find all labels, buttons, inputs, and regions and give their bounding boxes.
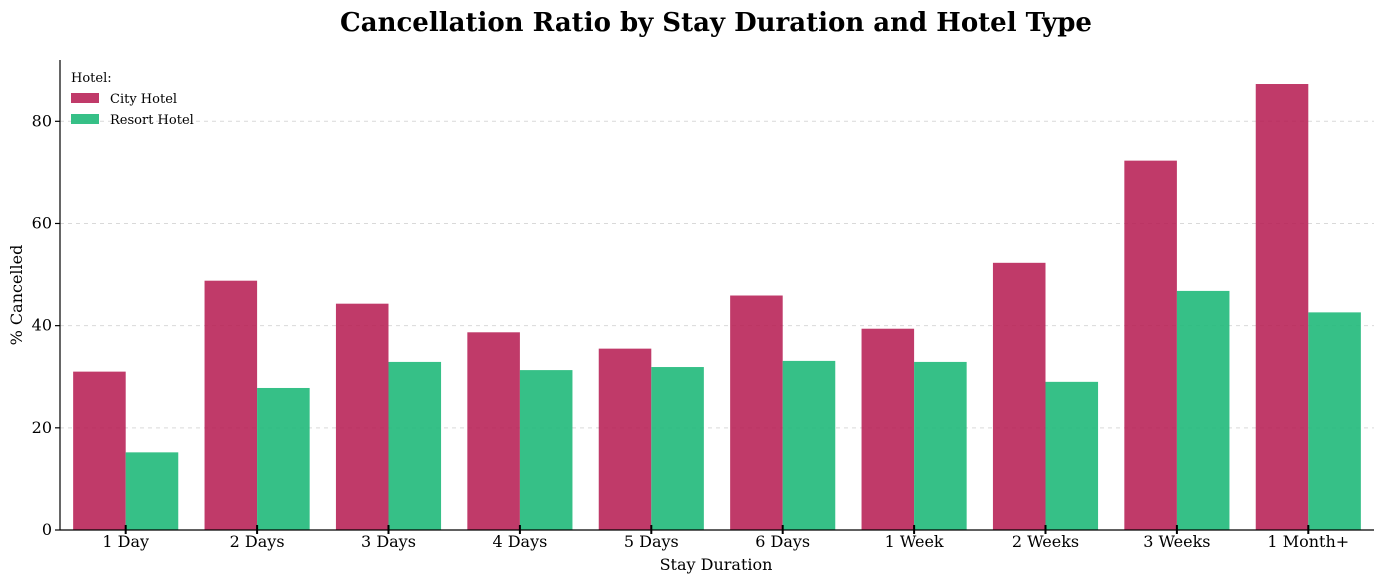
y-tick-label: 40 [32,316,52,335]
bar-resort-hotel [1045,381,1099,530]
y-tick-label: 0 [42,520,52,539]
legend-swatch-resort-hotel [71,114,99,124]
bar-resort-hotel [1176,290,1230,530]
bar-city-hotel [1124,160,1177,531]
x-tick-label: 4 Days [492,532,547,551]
x-tick-label: 3 Weeks [1143,532,1210,551]
bar-resort-hotel [782,360,836,530]
x-tick-label: 1 Month+ [1267,532,1349,551]
y-ticks: 0 20 40 60 80 [32,111,60,539]
bar-resort-hotel [519,370,573,530]
chart-title: Cancellation Ratio by Stay Duration and … [340,8,1092,38]
bar-city-hotel [730,295,783,530]
y-axis-label: % Cancelled [7,245,26,346]
bar-resort-hotel [388,361,442,530]
x-axis-label: Stay Duration [660,555,773,574]
x-ticks: 1 Day 2 Days 3 Days 4 Days 5 Days 6 Days 1 Wee… [102,525,1349,551]
bar-city-hotel [861,328,915,530]
x-tick-label: 6 Days [755,532,810,551]
x-tick-label: 5 Days [624,532,679,551]
legend-label-city-hotel: City Hotel [110,92,177,107]
bar-resort-hotel [651,367,704,530]
legend-swatch-city-hotel [71,93,99,103]
bar-city-hotel [73,371,126,530]
y-tick-label: 20 [32,418,52,437]
y-tick-label: 80 [32,111,52,130]
bar-city-hotel [467,332,520,530]
bar-resort-hotel [257,387,310,530]
x-tick-label: 2 Weeks [1012,532,1079,551]
bar-city-hotel [598,348,652,530]
bars-layer [73,84,1361,531]
bar-resort-hotel [1308,312,1361,530]
legend-title: Hotel: [71,71,112,86]
x-tick-label: 2 Days [230,532,285,551]
legend-label-resort-hotel: Resort Hotel [110,113,194,128]
legend: Hotel: City Hotel Resort Hotel [71,71,194,128]
bar-city-hotel [1255,84,1309,531]
x-tick-label: 1 Week [885,532,944,551]
bar-city-hotel [204,280,258,530]
bar-city-hotel [335,303,389,530]
bar-resort-hotel [125,452,179,530]
bar-resort-hotel [914,361,967,530]
x-tick-label: 3 Days [361,532,416,551]
y-tick-label: 60 [32,213,52,232]
x-tick-label: 1 Day [102,532,149,551]
bar-city-hotel [992,262,1046,530]
